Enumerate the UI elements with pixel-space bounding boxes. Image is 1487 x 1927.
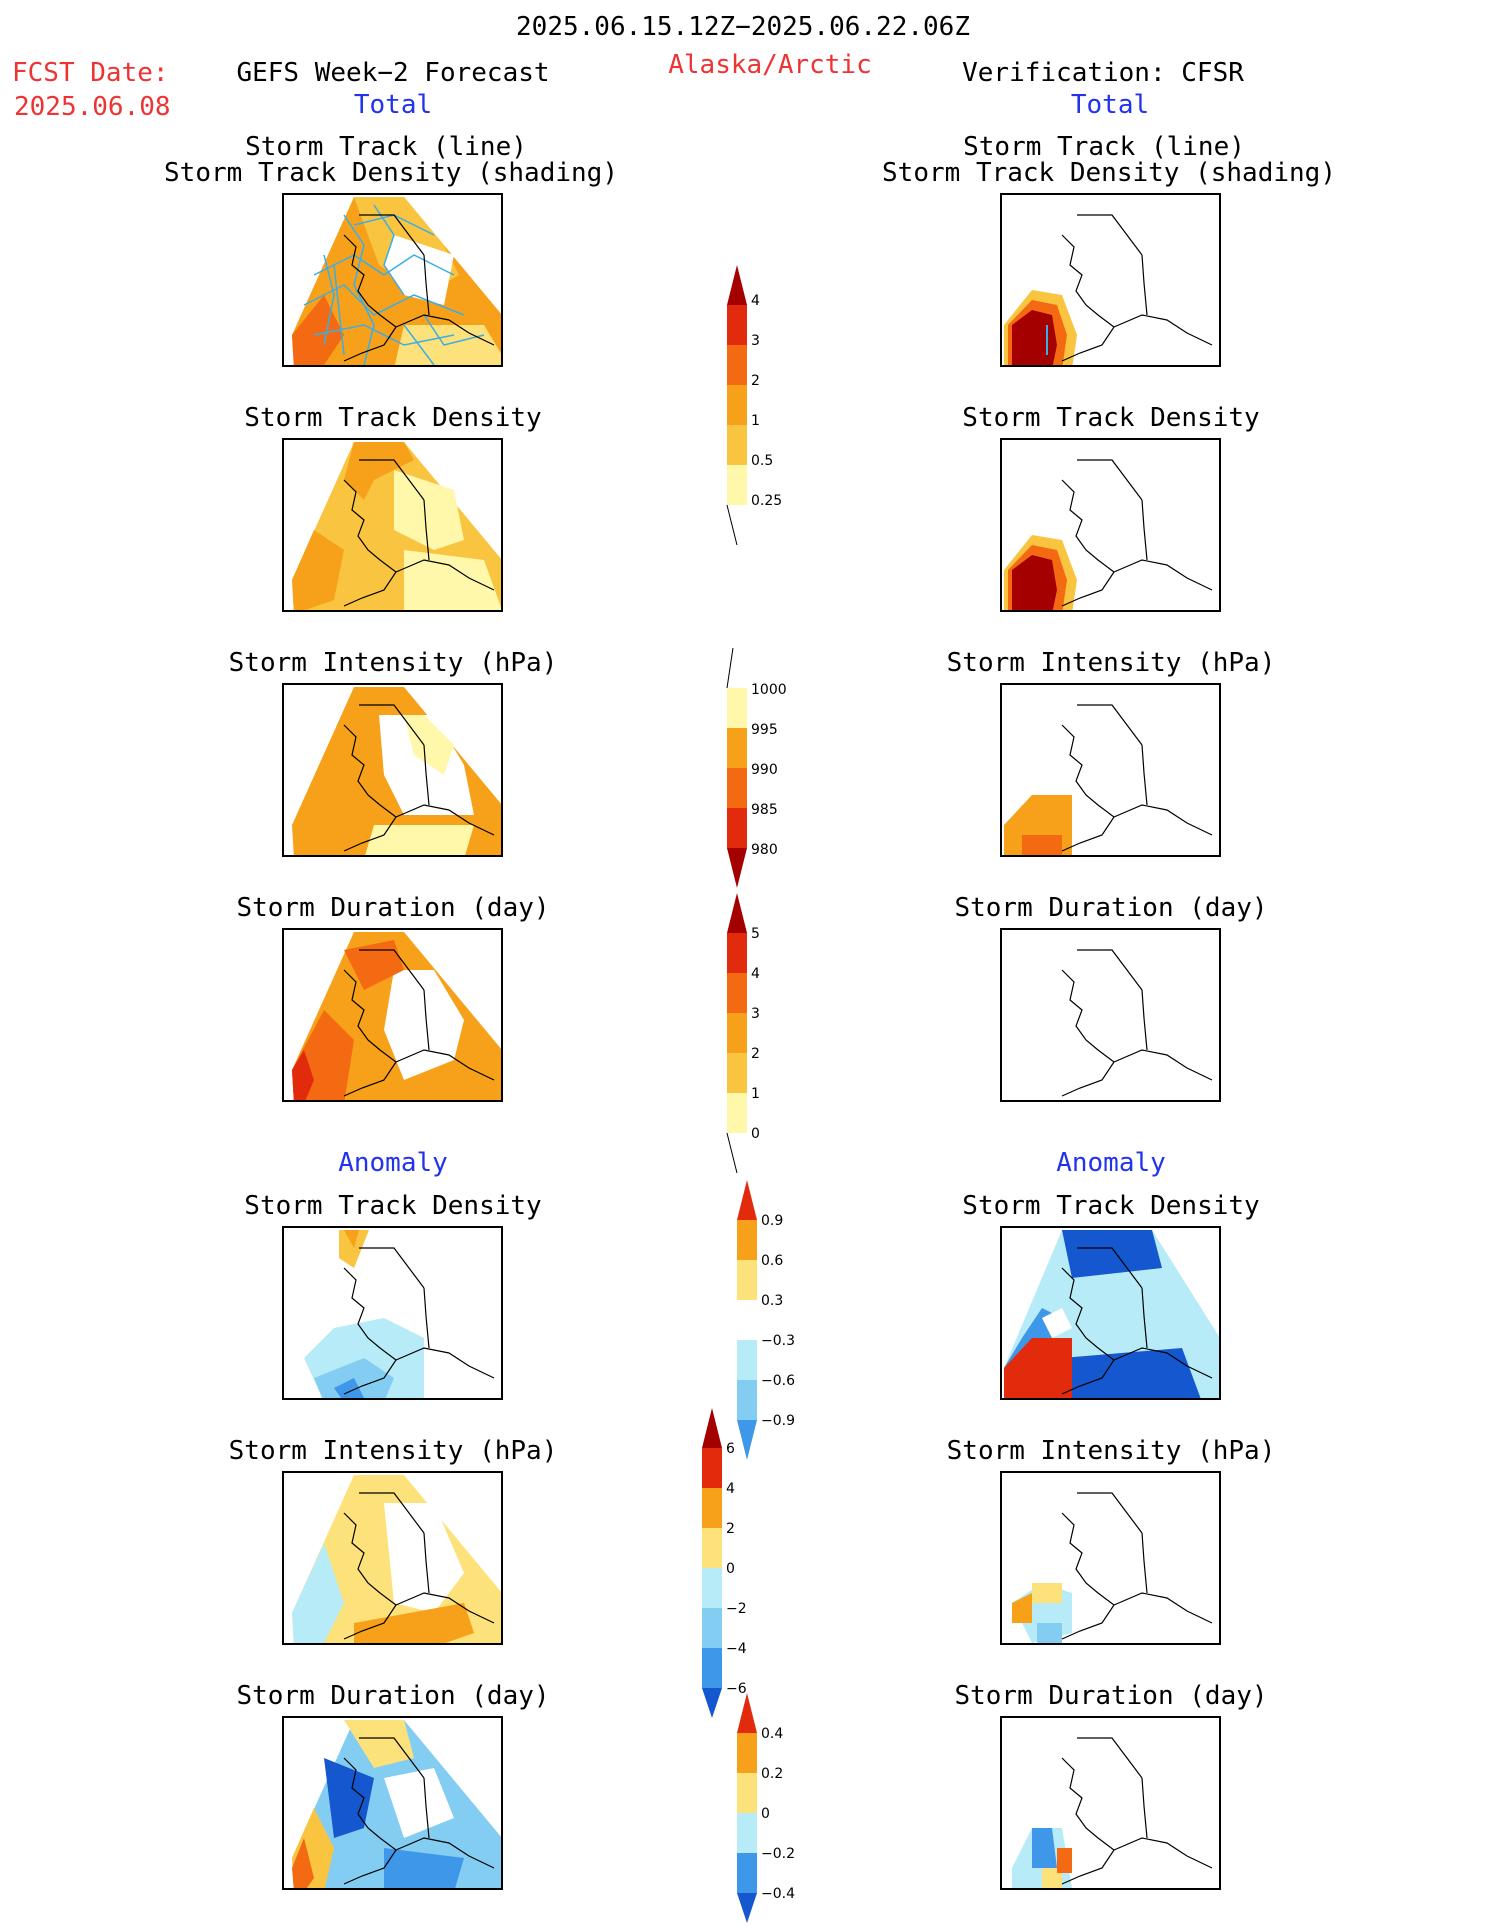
fc-anom-intensity-title: Storm Intensity (hPa) xyxy=(228,1436,558,1466)
duration-total-colorbar: 5 4 3 2 1 0 xyxy=(723,893,783,1177)
tick-label: 990 xyxy=(751,762,778,778)
fc-anom-intensity-map xyxy=(282,1471,503,1645)
forecast-model-title: GEFS Week−2 Forecast xyxy=(236,58,550,88)
duration-anom-colorbar: 0.4 0.2 0 −0.2 −0.4 xyxy=(733,1693,803,1927)
tick-label: −2 xyxy=(726,1601,747,1617)
vf-track-map xyxy=(1000,193,1221,367)
fc-anom-density-title: Storm Track Density xyxy=(244,1191,542,1221)
tick-label: 4 xyxy=(726,1481,735,1497)
tick-label: −6 xyxy=(726,1681,747,1697)
tick-label: −0.4 xyxy=(761,1886,795,1902)
tick-label: 3 xyxy=(751,333,760,349)
tick-label: 1 xyxy=(751,413,760,429)
tick-label: 1 xyxy=(751,1086,760,1102)
fc-intensity-map xyxy=(282,683,503,857)
tick-label: 6 xyxy=(726,1441,735,1457)
fc-track-shading-title: Storm Track Density (shading) xyxy=(164,158,618,188)
vf-anom-intensity-title: Storm Intensity (hPa) xyxy=(946,1436,1276,1466)
vf-anom-duration-map xyxy=(1000,1716,1221,1890)
tick-label: −0.2 xyxy=(761,1846,795,1862)
fc-duration-title: Storm Duration (day) xyxy=(236,893,550,923)
tick-label: 4 xyxy=(751,293,760,309)
fc-track-map xyxy=(282,193,503,367)
fcst-date-value: 2025.06.08 xyxy=(14,92,171,122)
tick-label: 2 xyxy=(751,1046,760,1062)
vf-intensity-title: Storm Intensity (hPa) xyxy=(946,648,1276,678)
fc-track-line-title: Storm Track (line) xyxy=(245,132,527,162)
tick-label: 0.2 xyxy=(761,1766,783,1782)
tick-label: 0.3 xyxy=(761,1293,783,1309)
fcst-date-label: FCST Date: xyxy=(12,58,169,88)
verification-title: Verification: CFSR xyxy=(962,58,1244,88)
intensity-total-colorbar: 1000 995 990 985 980 xyxy=(723,647,787,892)
vf-density-title: Storm Track Density xyxy=(962,403,1260,433)
fc-anomaly-label: Anomaly xyxy=(338,1148,448,1178)
tick-label: 0.5 xyxy=(751,453,773,469)
fc-anom-duration-title: Storm Duration (day) xyxy=(236,1681,550,1711)
vf-track-shading-title: Storm Track Density (shading) xyxy=(882,158,1336,188)
fc-anom-duration-map xyxy=(282,1716,503,1890)
tick-label: 2 xyxy=(751,373,760,389)
region-title: Alaska/Arctic xyxy=(668,50,872,80)
tick-label: −0.9 xyxy=(761,1413,795,1429)
fc-density-map xyxy=(282,438,503,612)
tick-label: 0 xyxy=(726,1561,735,1577)
tick-label: 1000 xyxy=(751,682,787,698)
fc-anom-density-map xyxy=(282,1226,503,1400)
vf-anom-density-title: Storm Track Density xyxy=(962,1191,1260,1221)
vf-density-map xyxy=(1000,438,1221,612)
tick-label: 5 xyxy=(751,926,760,942)
intensity-anom-colorbar: 6 4 2 0 −2 −4 −6 xyxy=(698,1408,758,1722)
vf-anom-intensity-map xyxy=(1000,1471,1221,1645)
vf-anom-density-map xyxy=(1000,1226,1221,1400)
tick-label: 980 xyxy=(751,842,778,858)
tick-label: −0.6 xyxy=(761,1373,795,1389)
verification-total-label: Total xyxy=(1070,90,1150,120)
tick-label: 995 xyxy=(751,722,778,738)
fc-density-title: Storm Track Density xyxy=(244,403,542,433)
tick-label: 985 xyxy=(751,802,778,818)
tick-label: 4 xyxy=(751,966,760,982)
vf-duration-map xyxy=(1000,928,1221,1102)
tick-label: 0 xyxy=(761,1806,770,1822)
tick-label: 0.25 xyxy=(751,493,782,509)
tick-label: −0.3 xyxy=(761,1333,795,1349)
vf-anomaly-label: Anomaly xyxy=(1056,1148,1166,1178)
vf-track-line-title: Storm Track (line) xyxy=(963,132,1245,162)
tick-label: 0 xyxy=(751,1126,760,1142)
density-total-colorbar: 4 3 2 1 0.5 0.25 xyxy=(723,265,783,549)
tick-label: 0.9 xyxy=(761,1213,783,1229)
forecast-total-label: Total xyxy=(353,90,433,120)
vf-duration-title: Storm Duration (day) xyxy=(954,893,1268,923)
fc-intensity-title: Storm Intensity (hPa) xyxy=(228,648,558,678)
fc-duration-map xyxy=(282,928,503,1102)
tick-label: 3 xyxy=(751,1006,760,1022)
vf-anom-duration-title: Storm Duration (day) xyxy=(954,1681,1268,1711)
vf-intensity-map xyxy=(1000,683,1221,857)
density-anom-colorbar: 0.9 0.6 0.3 −0.3 −0.6 −0.9 xyxy=(733,1180,803,1464)
tick-label: 2 xyxy=(726,1521,735,1537)
tick-label: 0.4 xyxy=(761,1726,783,1742)
tick-label: −4 xyxy=(726,1641,747,1657)
forecast-period: 2025.06.15.12Z−2025.06.22.06Z xyxy=(516,12,970,42)
tick-label: 0.6 xyxy=(761,1253,783,1269)
